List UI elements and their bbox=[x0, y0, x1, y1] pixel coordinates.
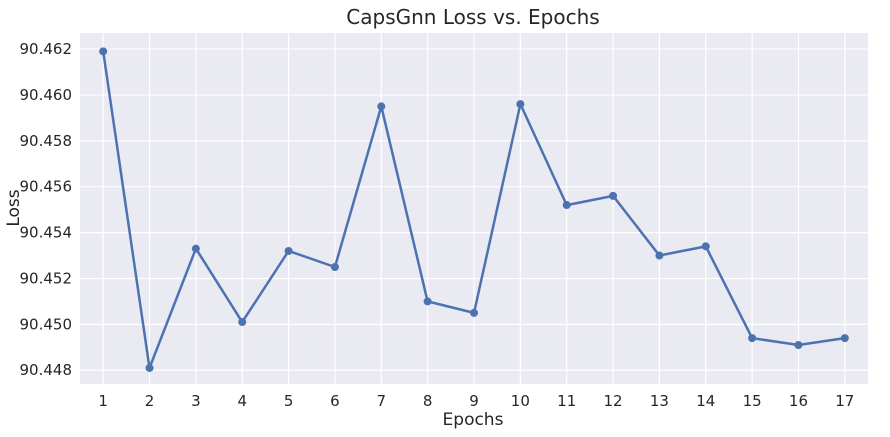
x-tick-label: 15 bbox=[743, 392, 762, 410]
x-tick-label: 13 bbox=[650, 392, 669, 410]
x-tick-label: 6 bbox=[330, 392, 340, 410]
data-point bbox=[377, 102, 386, 111]
data-point bbox=[99, 47, 108, 56]
y-tick-label: 90.462 bbox=[20, 40, 73, 58]
data-point bbox=[423, 297, 432, 306]
x-axis-title: Epochs bbox=[443, 410, 504, 430]
grid-lines bbox=[80, 33, 868, 384]
data-point bbox=[470, 308, 478, 317]
x-tick-label: 12 bbox=[604, 392, 623, 410]
data-point bbox=[238, 318, 247, 327]
data-point bbox=[191, 244, 200, 253]
x-tick-label: 4 bbox=[237, 392, 247, 410]
y-tick-label: 90.450 bbox=[20, 315, 73, 333]
data-point bbox=[655, 251, 664, 260]
data-point bbox=[284, 246, 293, 255]
x-tick-label: 1 bbox=[98, 392, 108, 410]
series-points bbox=[99, 47, 849, 372]
x-tick-label: 11 bbox=[557, 392, 576, 410]
x-tick-label: 5 bbox=[284, 392, 294, 410]
data-point bbox=[145, 363, 154, 372]
y-tick-label: 90.460 bbox=[20, 86, 73, 104]
chart-title: CapsGnn Loss vs. Epochs bbox=[346, 5, 599, 29]
y-tick-label: 90.458 bbox=[20, 132, 73, 150]
y-tick-label: 90.448 bbox=[20, 361, 73, 379]
x-tick-label: 17 bbox=[835, 392, 854, 410]
x-tick-label: 2 bbox=[145, 392, 155, 410]
x-tick-label: 7 bbox=[377, 392, 387, 410]
y-axis-ticks: 90.448 90.450 90.452 90.454 90.456 90.458 90.4… bbox=[20, 40, 73, 379]
data-point bbox=[794, 341, 803, 349]
x-tick-label: 14 bbox=[696, 392, 715, 410]
x-tick-label: 16 bbox=[789, 392, 808, 410]
y-tick-label: 90.456 bbox=[20, 178, 73, 196]
data-point bbox=[609, 191, 618, 200]
x-axis-ticks: 1 2 3 4 5 6 7 8 9 10 11 12 13 14 15 16 17 bbox=[98, 392, 854, 410]
data-point bbox=[701, 242, 710, 251]
x-tick-label: 3 bbox=[191, 392, 201, 410]
x-tick-label: 9 bbox=[469, 392, 479, 410]
data-point bbox=[330, 263, 339, 271]
data-point bbox=[840, 334, 849, 343]
y-tick-label: 90.454 bbox=[20, 224, 73, 242]
data-point bbox=[748, 334, 757, 343]
x-tick-label: 8 bbox=[423, 392, 433, 410]
data-point bbox=[562, 201, 571, 210]
y-axis-title: Loss bbox=[4, 189, 24, 226]
x-tick-label: 10 bbox=[511, 392, 530, 410]
data-point bbox=[516, 100, 525, 109]
y-tick-label: 90.452 bbox=[20, 269, 73, 287]
